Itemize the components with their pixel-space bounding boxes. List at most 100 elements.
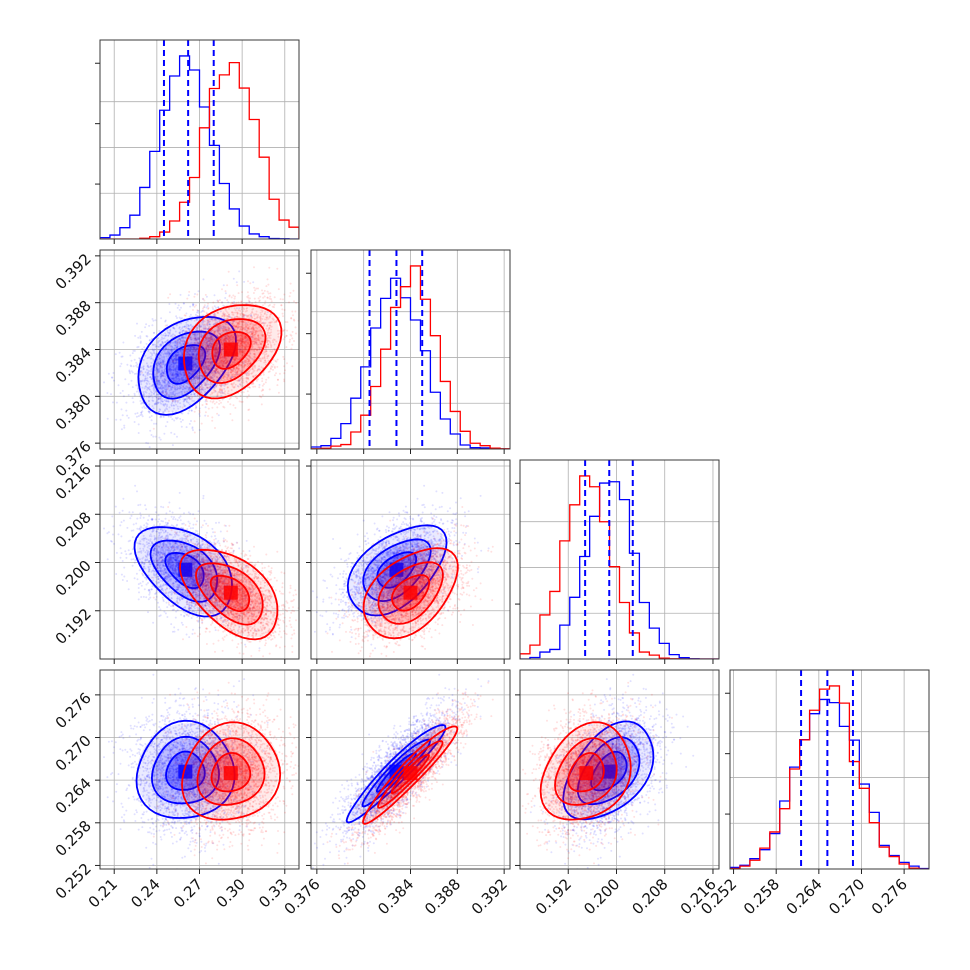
sample-point <box>206 344 209 347</box>
sample-point <box>240 340 242 343</box>
sample-point <box>191 399 194 402</box>
sample-point <box>189 346 192 349</box>
sample-point <box>181 392 183 395</box>
sample-point <box>188 397 191 400</box>
sample-point <box>207 307 210 309</box>
sample-point <box>206 365 209 368</box>
sample-point <box>168 393 171 396</box>
sample-point <box>231 317 233 320</box>
sample-point <box>198 388 201 391</box>
sample-point <box>286 329 289 332</box>
sample-point <box>141 379 144 382</box>
sample-point <box>186 350 189 353</box>
sample-point <box>155 422 158 425</box>
sample-point <box>212 317 215 320</box>
sample-point <box>222 313 225 316</box>
sample-point <box>167 381 170 383</box>
sample-point <box>204 347 207 350</box>
sample-point <box>188 389 191 392</box>
sample-point <box>197 378 200 381</box>
sample-point <box>195 319 198 322</box>
sample-point <box>200 354 203 357</box>
sample-point <box>222 339 225 342</box>
sample-point <box>227 338 230 340</box>
sample-point <box>181 317 183 320</box>
sample-point <box>168 332 171 335</box>
sample-point <box>163 337 166 340</box>
sample-point <box>133 394 136 397</box>
sample-point <box>215 346 218 349</box>
sample-point <box>167 400 170 403</box>
sample-point <box>143 407 146 409</box>
sample-point <box>182 379 185 381</box>
sample-point <box>179 339 182 342</box>
sample-point <box>173 347 176 350</box>
sample-point <box>183 343 185 346</box>
sample-point <box>149 365 152 368</box>
sample-point <box>211 416 214 419</box>
sample-point <box>159 362 162 364</box>
sample-point <box>202 366 205 369</box>
sample-point <box>146 374 149 377</box>
sample-point <box>196 336 199 339</box>
sample-point <box>157 362 160 365</box>
sample-point <box>246 309 248 312</box>
sample-point <box>295 301 298 304</box>
sample-point <box>201 343 204 345</box>
sample-point <box>267 283 270 286</box>
sample-point <box>168 353 171 355</box>
sample-point <box>245 335 248 338</box>
sample-point <box>193 359 196 362</box>
sample-point <box>207 339 210 342</box>
sample-point <box>194 363 197 366</box>
sample-point <box>206 319 209 322</box>
sample-point <box>313 278 315 280</box>
sample-point <box>187 401 190 404</box>
sample-point <box>237 367 240 370</box>
sample-point <box>192 369 195 372</box>
sample-point <box>209 336 211 339</box>
sample-point <box>214 346 217 349</box>
sample-point <box>194 404 197 407</box>
sample-point <box>192 304 194 307</box>
sample-point <box>224 318 227 321</box>
sample-point <box>135 390 138 393</box>
sample-point <box>136 322 138 325</box>
sample-point <box>251 349 253 352</box>
sample-point <box>204 383 207 386</box>
sample-point <box>254 301 257 304</box>
sample-point <box>161 390 164 393</box>
sample-point <box>206 349 209 352</box>
sample-point <box>170 358 173 361</box>
sample-point <box>131 386 134 389</box>
sample-point <box>154 395 157 398</box>
sample-point <box>172 379 175 382</box>
sample-point <box>146 364 149 367</box>
sample-point <box>213 319 216 322</box>
sample-point <box>210 346 213 349</box>
sample-point <box>159 359 162 362</box>
sample-point <box>144 377 147 380</box>
sample-point <box>208 344 211 347</box>
sample-point <box>205 372 208 375</box>
sample-point <box>217 306 220 309</box>
sample-point <box>232 368 235 371</box>
sample-point <box>155 380 158 383</box>
sample-point <box>261 380 264 383</box>
sample-point <box>193 365 196 368</box>
sample-point <box>231 419 234 422</box>
sample-point <box>226 360 229 363</box>
sample-point <box>264 318 266 321</box>
sample-point <box>250 330 253 333</box>
sample-point <box>215 385 218 388</box>
sample-point <box>230 376 233 379</box>
sample-point <box>166 352 169 355</box>
sample-point <box>198 375 201 378</box>
sample-point <box>174 362 177 364</box>
sample-point <box>244 347 247 350</box>
sample-point <box>239 379 242 381</box>
sample-point <box>153 403 156 406</box>
sample-point <box>148 373 150 376</box>
sample-point <box>253 317 256 320</box>
sample-point <box>179 337 182 340</box>
